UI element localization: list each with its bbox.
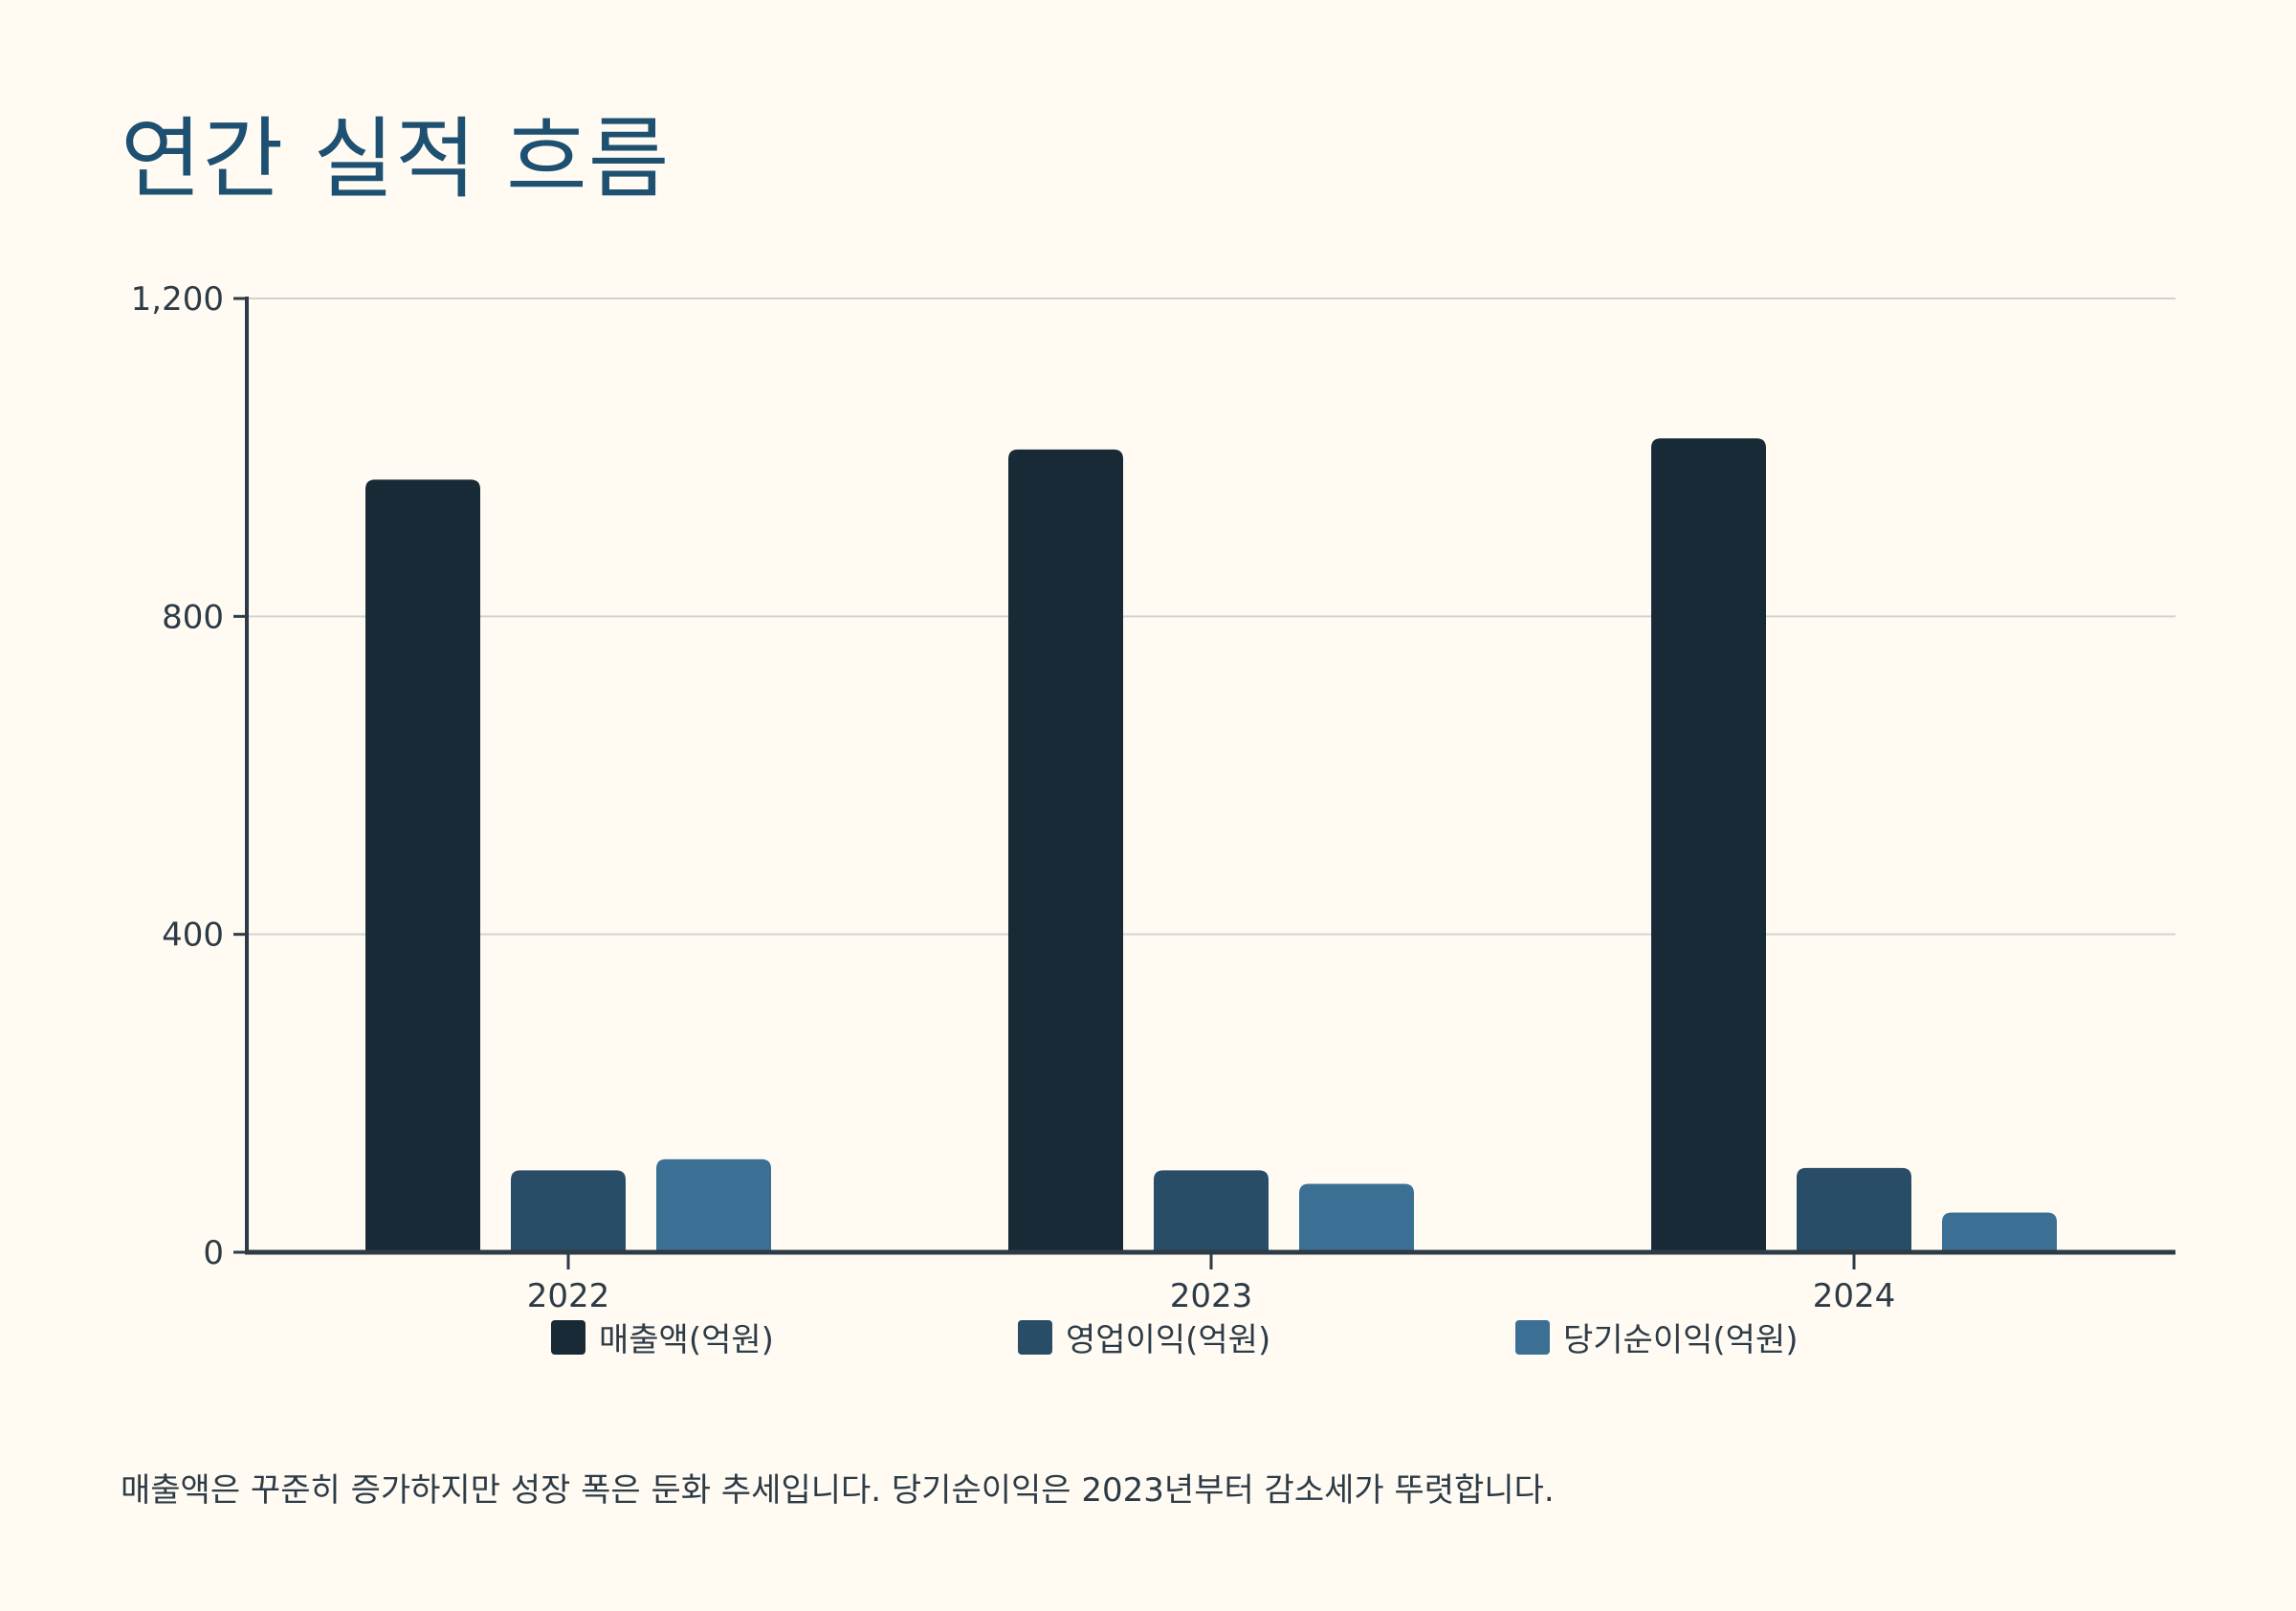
bar-operating-profit-2024 <box>1797 1167 1911 1252</box>
y-tick-label: 400 <box>162 916 224 955</box>
bar-revenue-2023 <box>1008 449 1123 1252</box>
y-tick-label: 800 <box>162 598 224 636</box>
legend-swatch-operating-profit <box>1018 1319 1052 1355</box>
bar-operating-profit-2023 <box>1154 1170 1269 1252</box>
chart-title: 연간 실적 흐름 <box>121 108 671 210</box>
x-axis-ticks: 2022 2023 2024 <box>527 1252 1896 1315</box>
x-tick-label: 2024 <box>1813 1277 1896 1315</box>
legend-swatch-net-income <box>1515 1319 1550 1355</box>
legend-swatch-revenue <box>551 1319 585 1355</box>
legend-label-revenue: 매출액(억원) <box>599 1321 774 1359</box>
bar-net-income-2022 <box>656 1159 771 1252</box>
axes <box>245 297 2175 1255</box>
bar-revenue-2024 <box>1651 438 1766 1252</box>
bar-net-income-2024 <box>1942 1212 2057 1252</box>
x-tick-label: 2023 <box>1170 1277 1253 1315</box>
legend-item-operating-profit: 영업이익(억원) <box>1018 1313 1270 1360</box>
bar-net-income-2023 <box>1299 1183 1414 1252</box>
legend-item-net-income: 당기순이익(억원) <box>1515 1313 1799 1360</box>
chart-caption: 매출액은 꾸준히 증가하지만 성장 폭은 둔화 추세입니다. 당기순이익은 20… <box>121 1471 1555 1510</box>
bars <box>365 438 2057 1252</box>
bar-operating-profit-2022 <box>511 1170 626 1252</box>
y-axis-ticks: 0 400 800 1,200 <box>131 280 247 1272</box>
legend-item-revenue: 매출액(억원) <box>551 1313 774 1360</box>
y-tick-label: 1,200 <box>131 280 224 319</box>
legend: 매출액(억원) 영업이익(억원) 당기순이익(억원) <box>0 1313 2296 1359</box>
bar-revenue-2022 <box>365 479 480 1252</box>
y-tick-label: 0 <box>203 1234 224 1272</box>
legend-label-net-income: 당기순이익(억원) <box>1563 1321 1799 1359</box>
x-tick-label: 2022 <box>527 1277 610 1315</box>
legend-label-operating-profit: 영업이익(억원) <box>1066 1321 1271 1359</box>
gridlines <box>247 298 2175 936</box>
